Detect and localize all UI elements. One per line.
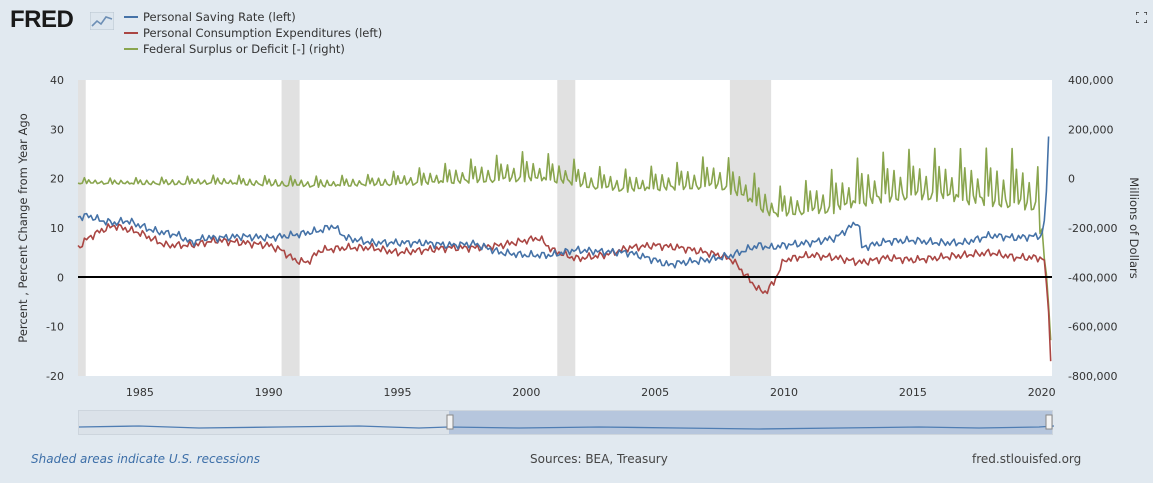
date-range-navigator[interactable] xyxy=(78,410,1055,435)
legend-item-pce[interactable]: Personal Consumption Expenditures (left) xyxy=(124,25,382,41)
legend-swatch xyxy=(124,32,138,34)
series-line[interactable] xyxy=(77,136,1050,269)
left-tick-label: -10 xyxy=(46,321,64,334)
x-tick-label: 2020 xyxy=(1028,386,1056,399)
right-tick-label: -200,000 xyxy=(1068,222,1117,235)
legend-item-federal-surplus[interactable]: Federal Surplus or Deficit [-] (right) xyxy=(124,41,382,57)
x-tick-label: 1990 xyxy=(255,386,283,399)
legend-swatch xyxy=(124,48,138,50)
left-axis-ticks: 40 30 20 10 0 -10 -20 xyxy=(46,74,64,383)
recession-band xyxy=(78,80,86,376)
x-tick-label: 2010 xyxy=(770,386,798,399)
series-lines xyxy=(77,136,1052,362)
right-tick-label: 400,000 xyxy=(1068,74,1114,87)
trend-line-icon xyxy=(90,12,114,30)
left-tick-label: 30 xyxy=(50,123,64,136)
left-tick-label: 10 xyxy=(50,222,64,235)
x-axis-ticks: 1985 1990 1995 2000 2005 2010 2015 2020 xyxy=(126,386,1056,399)
x-tick-label: 1995 xyxy=(384,386,412,399)
left-axis-label: Percent , Percent Change from Year Ago xyxy=(16,113,30,342)
right-tick-label: -600,000 xyxy=(1068,321,1117,334)
chart-legend: Personal Saving Rate (left) Personal Con… xyxy=(124,9,382,57)
right-axis-ticks: 400,000 200,000 0 -200,000 -400,000 -600,000 -… xyxy=(1068,74,1117,383)
navigator-mini-chart xyxy=(78,411,1055,434)
recession-shading xyxy=(78,80,772,376)
recession-band xyxy=(729,80,772,376)
left-tick-label: -20 xyxy=(46,370,64,383)
recession-band xyxy=(557,80,576,376)
series-line[interactable] xyxy=(77,147,1052,341)
legend-swatch xyxy=(124,16,138,18)
left-tick-label: 0 xyxy=(57,271,64,284)
recession-note[interactable]: Shaded areas indicate U.S. recessions xyxy=(31,452,261,466)
left-tick-label: 40 xyxy=(50,74,64,87)
navigator-selection[interactable] xyxy=(449,411,1052,434)
right-tick-label: 0 xyxy=(1068,173,1075,186)
site-link[interactable]: fred.stlouisfed.org xyxy=(972,452,1082,466)
legend-item-saving-rate[interactable]: Personal Saving Rate (left) xyxy=(124,9,382,25)
left-tick-label: 20 xyxy=(50,173,64,186)
sources-text: Sources: BEA, Treasury xyxy=(530,452,668,466)
right-tick-label: 200,000 xyxy=(1068,123,1114,136)
fred-logo[interactable]: FRED xyxy=(10,6,74,33)
right-axis-label: Millions of Dollars xyxy=(1127,177,1141,278)
navigator-left-handle[interactable] xyxy=(446,414,454,430)
navigator-right-handle[interactable] xyxy=(1045,414,1053,430)
x-tick-label: 2015 xyxy=(899,386,927,399)
legend-label: Personal Saving Rate (left) xyxy=(143,10,296,24)
legend-label: Federal Surplus or Deficit [-] (right) xyxy=(143,42,345,56)
x-tick-label: 2000 xyxy=(512,386,540,399)
recession-band xyxy=(281,80,300,376)
legend-label: Personal Consumption Expenditures (left) xyxy=(143,26,383,40)
x-tick-label: 1985 xyxy=(126,386,154,399)
x-tick-label: 2005 xyxy=(641,386,669,399)
right-tick-label: -400,000 xyxy=(1068,271,1117,284)
right-tick-label: -800,000 xyxy=(1068,370,1117,383)
